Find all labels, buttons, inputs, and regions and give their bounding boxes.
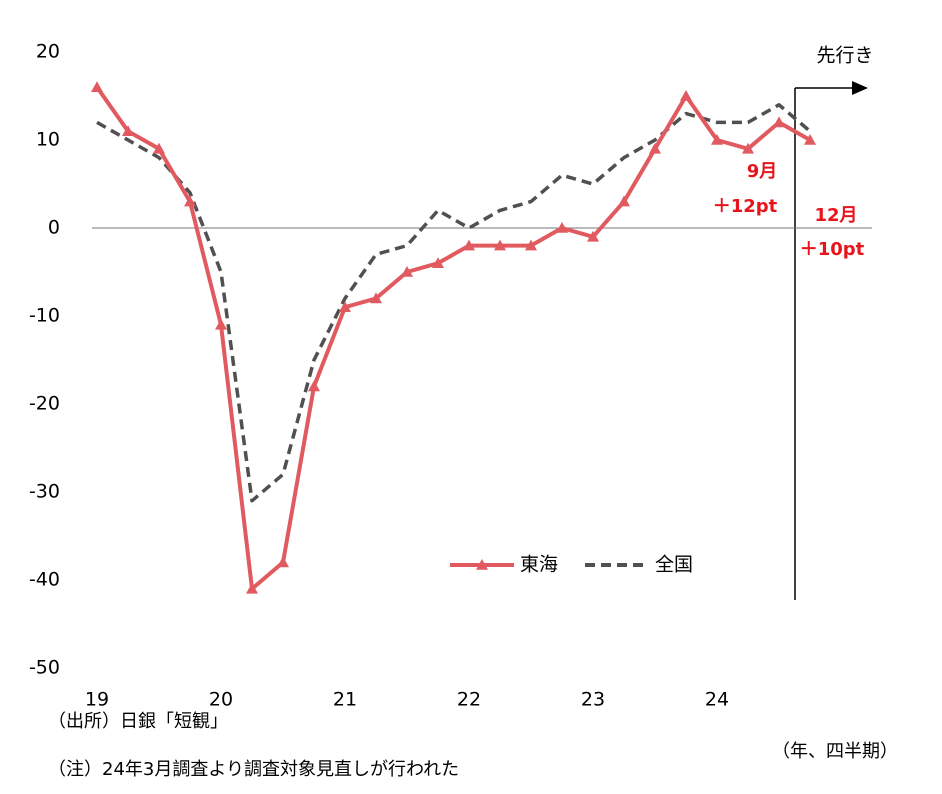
x-tick-label: 23 (581, 689, 605, 711)
point-marker (184, 195, 196, 207)
point-marker (246, 582, 258, 594)
point-marker (494, 239, 506, 251)
annotation-change: ＋10pt (800, 239, 865, 260)
point-marker (556, 222, 568, 233)
point-marker (308, 380, 320, 392)
point-marker (463, 239, 475, 251)
point-marker (804, 134, 816, 145)
x-tick-label: 24 (705, 689, 729, 711)
legend-item: 東海 (450, 554, 558, 576)
x-tick-label: 22 (457, 689, 481, 711)
point-marker (339, 301, 351, 312)
x-tick-label: 20 (209, 689, 233, 711)
point-marker (122, 125, 134, 136)
x-unit: （年、四半期） (772, 741, 898, 762)
series-line (96, 103, 812, 503)
point-marker (432, 257, 444, 268)
legend-marker (476, 559, 488, 570)
point-marker (773, 116, 785, 128)
point-marker (401, 266, 413, 277)
x-tick-label: 21 (333, 689, 357, 711)
y-tick-label: -50 (29, 657, 60, 679)
point-marker (277, 556, 289, 568)
annotation-month: 9月 (747, 161, 778, 182)
y-tick-label: 0 (48, 217, 60, 239)
point-marker (711, 134, 723, 145)
y-tick-label: -20 (29, 393, 60, 415)
y-tick-label: 10 (36, 129, 60, 151)
point-marker (587, 230, 599, 242)
point-marker (215, 318, 227, 330)
y-tick-label: -30 (29, 481, 60, 503)
point-marker (680, 90, 692, 101)
y-tick-label: -10 (29, 305, 60, 327)
point-marker (649, 142, 661, 154)
point-marker (91, 81, 103, 92)
annotation-change: ＋12pt (713, 196, 778, 217)
arrow-head (852, 81, 868, 95)
annotation-month: 12月 (814, 205, 857, 226)
footnote: （注）24年3月調査より調査対象見直しが行われた (48, 759, 459, 780)
point-marker (742, 142, 754, 154)
forecast-label: 先行き (816, 45, 873, 67)
series-line (95, 86, 811, 591)
x-tick-label: 19 (85, 689, 109, 711)
point-marker (618, 195, 630, 207)
point-marker (525, 239, 537, 251)
point-marker (370, 292, 382, 304)
legend-item: 全国 (585, 554, 693, 576)
y-tick-label: -40 (29, 569, 60, 591)
legend-label: 全国 (655, 554, 693, 576)
point-marker (153, 142, 165, 154)
y-tick-label: 20 (36, 41, 60, 63)
legend-label: 東海 (520, 554, 558, 576)
source-note: （出所）日銀「短観」 (48, 711, 228, 732)
